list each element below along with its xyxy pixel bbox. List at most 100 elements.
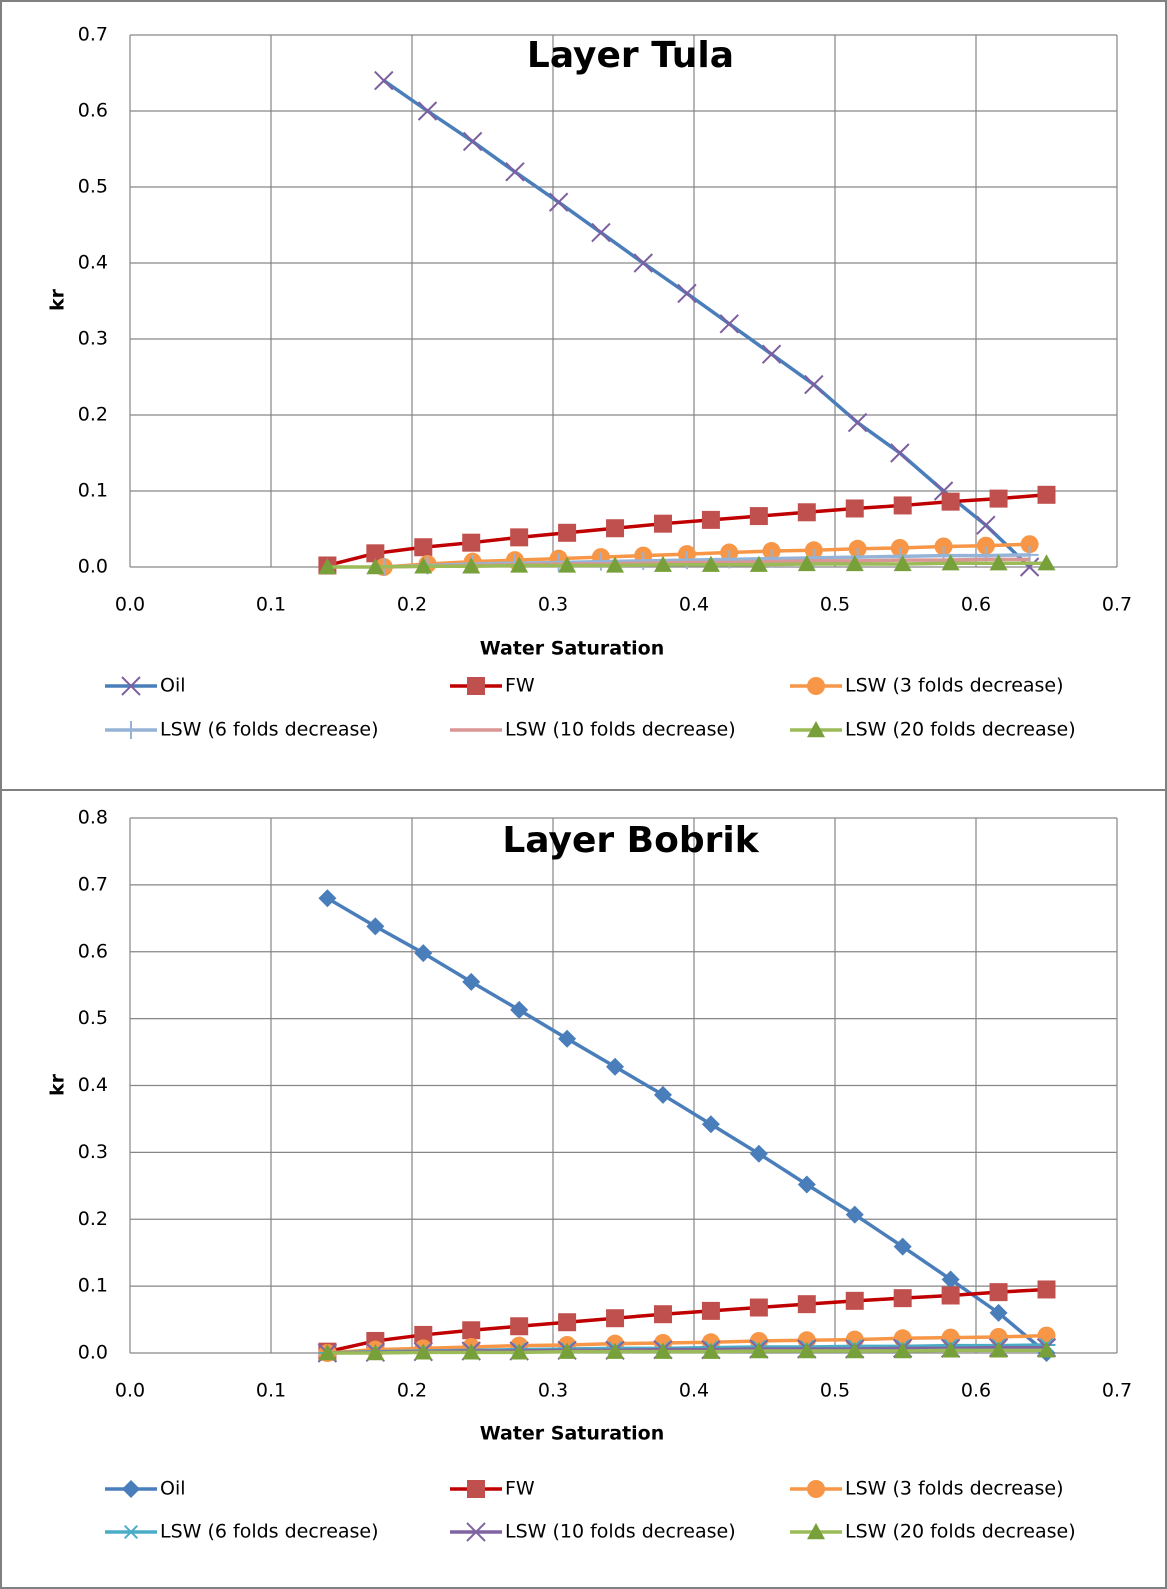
marker <box>749 1144 768 1163</box>
marker <box>941 554 960 571</box>
marker <box>505 162 525 182</box>
y-tick-label: 0.6 <box>78 940 108 962</box>
marker <box>122 721 140 739</box>
marker <box>807 721 825 738</box>
marker <box>701 1115 720 1134</box>
marker <box>989 1303 1008 1322</box>
marker <box>653 1342 672 1359</box>
marker <box>890 443 910 463</box>
marker <box>591 552 610 571</box>
y-tick-label: 0.1 <box>78 480 108 502</box>
marker <box>761 344 782 364</box>
marker <box>366 1344 385 1361</box>
y-axis-label: kr <box>47 1073 69 1096</box>
x-tick-label: 0.6 <box>961 1380 991 1402</box>
series-line <box>327 1287 1047 1354</box>
panel-frame <box>0 789 1167 1589</box>
marker <box>1037 1280 1056 1299</box>
marker <box>366 544 385 563</box>
legend-label: Oil <box>160 675 186 697</box>
marker <box>893 496 912 515</box>
marker <box>749 555 768 572</box>
marker <box>719 314 739 334</box>
marker <box>462 972 481 991</box>
y-tick-label: 0.5 <box>78 1007 108 1029</box>
marker <box>893 554 912 572</box>
marker <box>797 1341 816 1359</box>
marker <box>122 1480 140 1498</box>
marker <box>807 677 825 695</box>
marker <box>548 192 569 212</box>
x-axis-label: Water Saturation <box>480 638 665 660</box>
y-tick-label: 0.5 <box>78 176 108 198</box>
marker <box>122 1524 140 1540</box>
legend-label: FW <box>505 1478 535 1500</box>
marker <box>653 555 672 572</box>
marker <box>847 412 868 433</box>
marker <box>462 1321 481 1340</box>
marker <box>510 1343 529 1360</box>
marker <box>845 499 864 518</box>
marker <box>989 1341 1008 1358</box>
y-tick-label: 0.0 <box>78 556 108 578</box>
legend-label: LSW (3 folds decrease) <box>845 1478 1064 1500</box>
marker <box>653 514 672 533</box>
marker <box>318 558 337 575</box>
marker <box>701 1301 720 1320</box>
x-tick-label: 0.7 <box>1102 1380 1132 1402</box>
marker <box>989 489 1008 508</box>
marker <box>976 536 995 555</box>
marker <box>510 528 529 547</box>
marker <box>366 917 385 936</box>
marker <box>893 1289 912 1308</box>
marker <box>414 1343 433 1360</box>
series-line <box>327 1333 1047 1355</box>
marker <box>941 1341 960 1358</box>
y-tick-label: 0.4 <box>78 252 108 274</box>
marker <box>414 557 433 574</box>
marker <box>414 944 433 963</box>
y-axis-label: kr <box>47 288 69 311</box>
marker <box>845 1291 864 1310</box>
series-line <box>327 561 1047 569</box>
marker <box>591 222 611 243</box>
marker <box>989 554 1008 571</box>
marker <box>558 1313 577 1332</box>
marker <box>807 1480 825 1498</box>
x-tick-label: 0.1 <box>256 1380 286 1402</box>
marker <box>414 538 433 557</box>
x-tick-label: 0.3 <box>538 1380 568 1402</box>
marker <box>797 1295 816 1314</box>
marker <box>797 503 816 522</box>
legend-label: LSW (10 folds decrease) <box>505 1521 736 1543</box>
x-axis-label: Water Saturation <box>480 1423 665 1445</box>
y-tick-label: 0.4 <box>78 1074 108 1096</box>
marker <box>466 1522 486 1542</box>
x-tick-label: 0.5 <box>820 1380 850 1402</box>
marker <box>462 557 481 574</box>
legend-label: LSW (10 folds decrease) <box>505 719 736 741</box>
y-tick-label: 0.6 <box>78 100 108 122</box>
marker <box>1037 1341 1056 1358</box>
marker <box>318 889 337 908</box>
y-tick-label: 0.1 <box>78 1275 108 1297</box>
marker <box>845 1205 864 1224</box>
marker <box>941 1270 960 1289</box>
marker <box>510 556 529 573</box>
marker <box>845 1341 864 1359</box>
marker <box>1037 485 1056 504</box>
series-line <box>383 542 1030 569</box>
x-tick-label: 0.6 <box>961 594 991 616</box>
marker <box>804 374 824 395</box>
marker <box>941 492 960 511</box>
marker <box>976 515 996 535</box>
y-tick-label: 0.7 <box>78 24 108 46</box>
marker <box>1037 554 1056 571</box>
x-tick-label: 0.7 <box>1102 594 1132 616</box>
series-line <box>382 79 1031 569</box>
marker <box>797 554 816 572</box>
marker <box>634 551 653 570</box>
marker <box>606 1342 625 1359</box>
marker <box>749 1341 768 1359</box>
